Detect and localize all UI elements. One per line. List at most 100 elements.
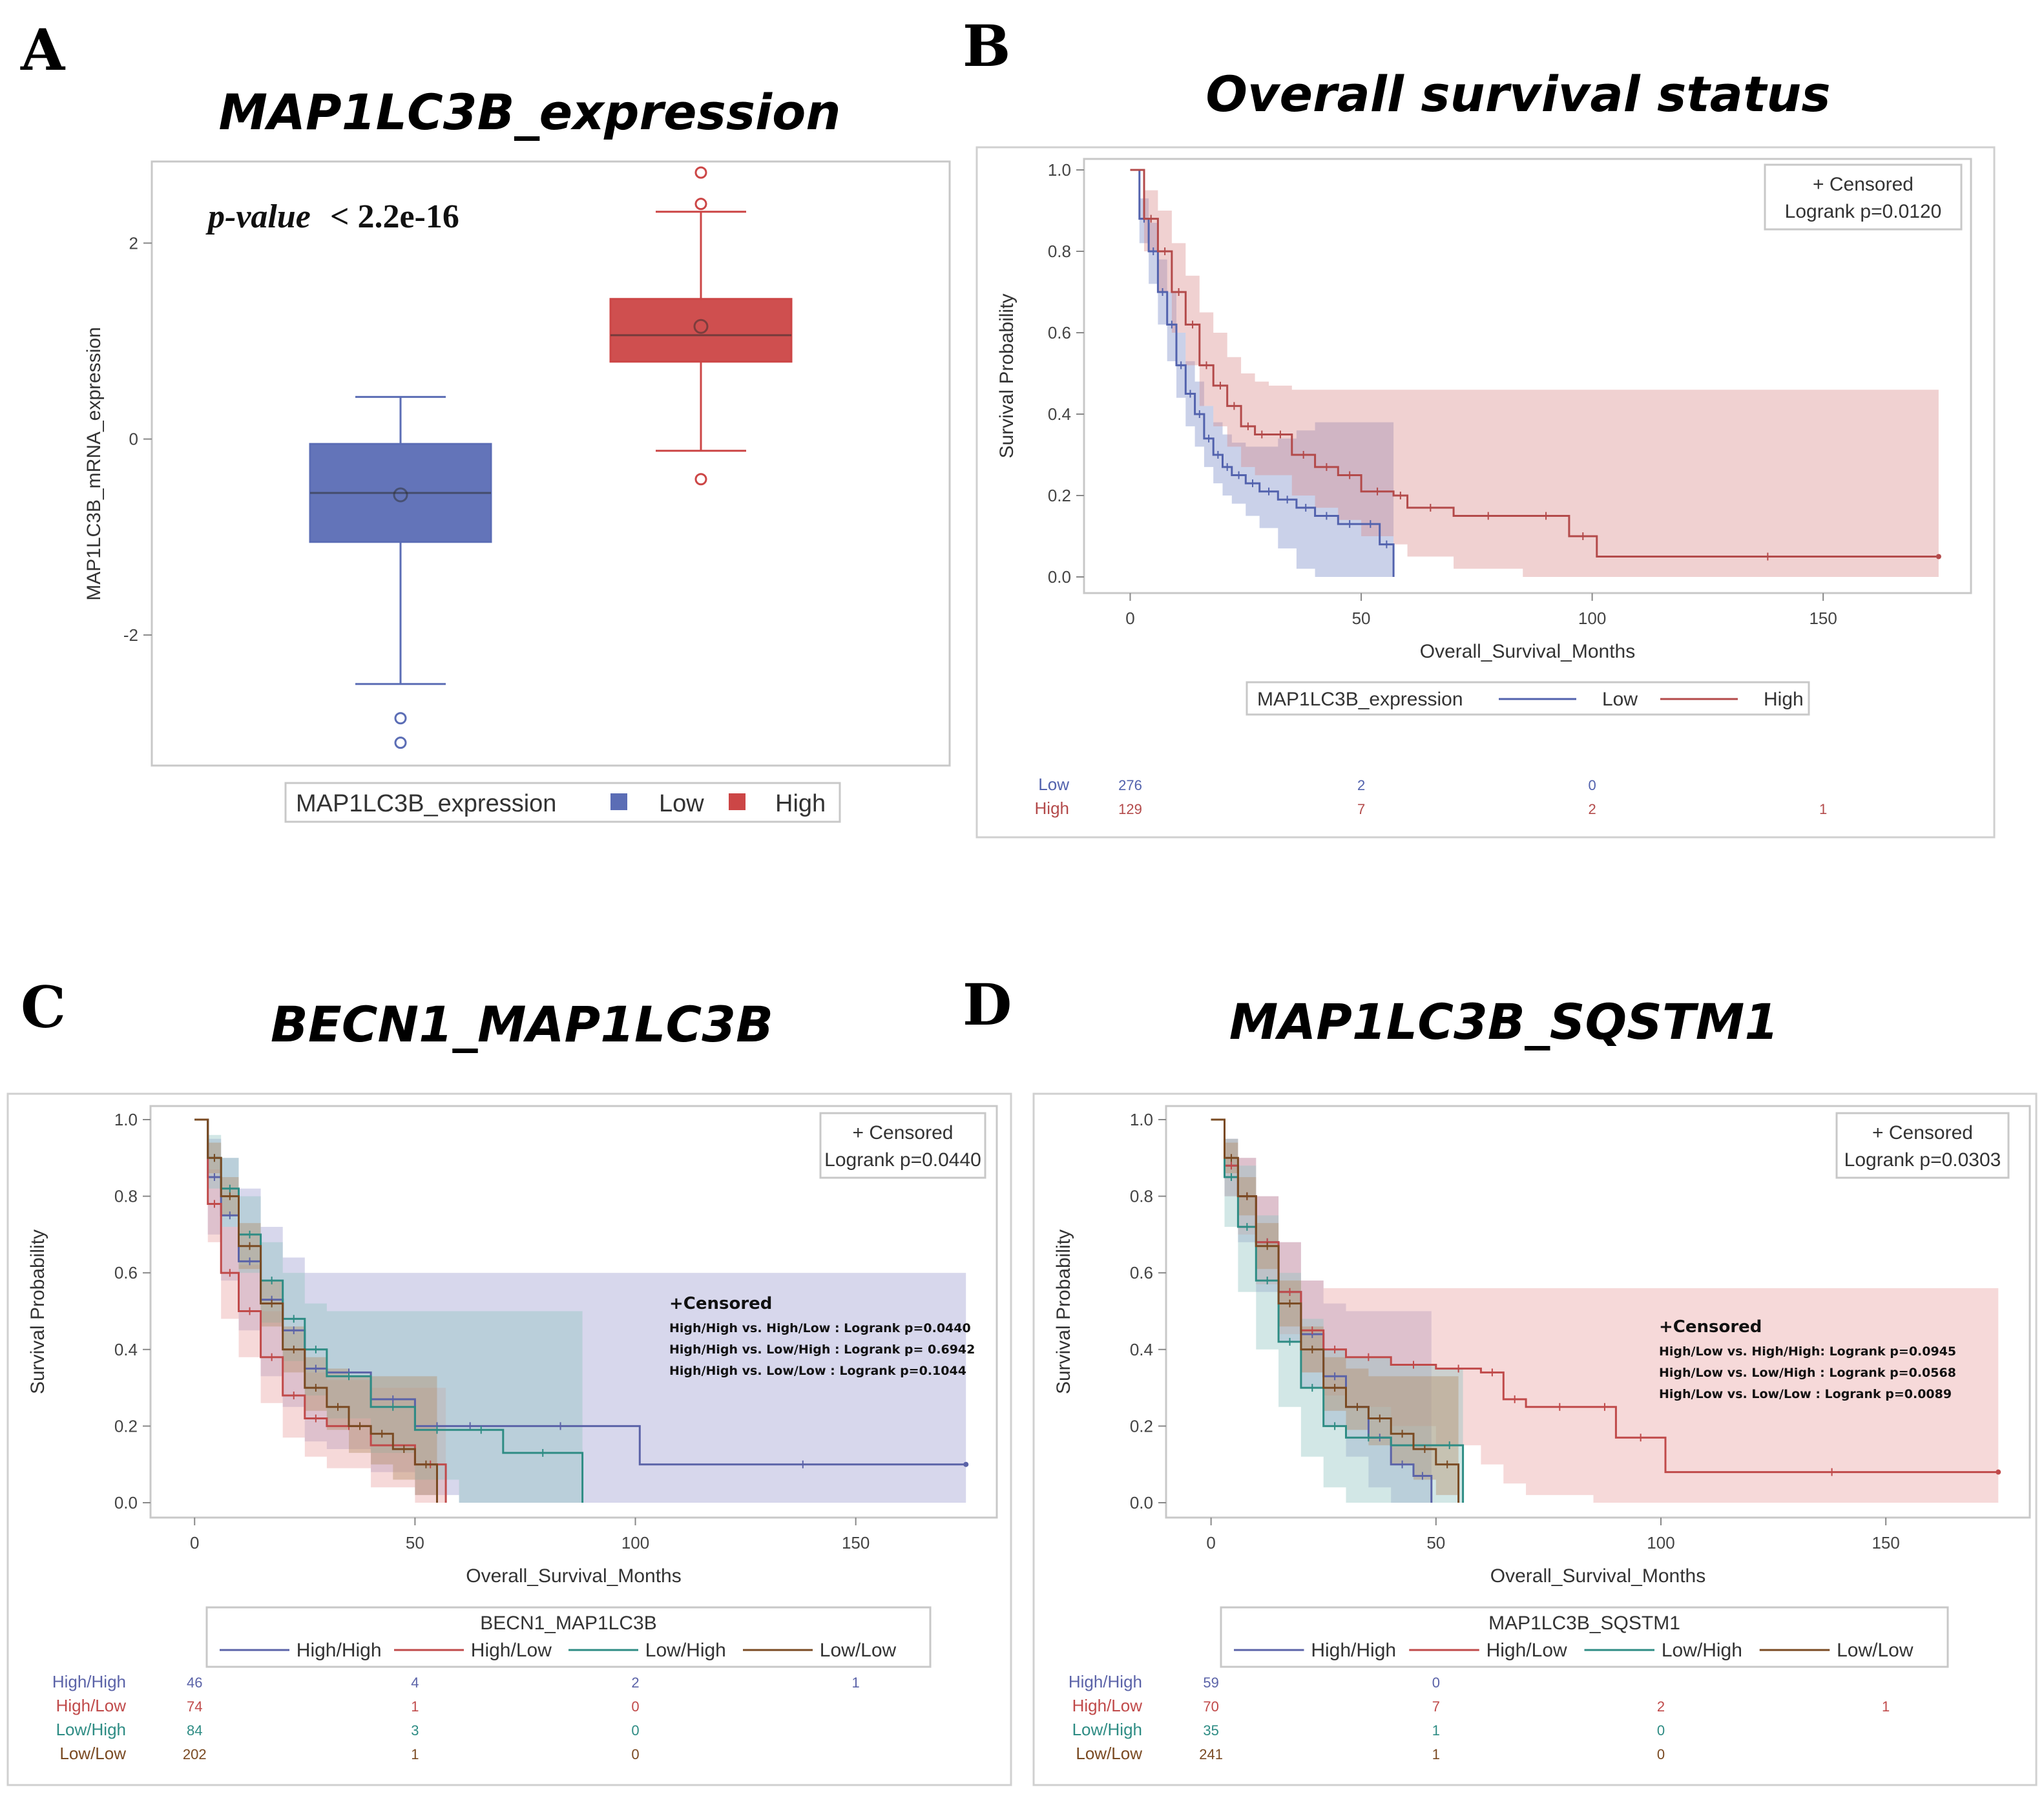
panel-c-risk-count: 4	[411, 1675, 419, 1691]
panel-d-inset-frame	[1835, 1112, 2010, 1179]
panel-d-survival-plot: 0.00.20.40.60.81.00 50 100 150Overall_Survi…	[1032, 1092, 2038, 1786]
panel-c-y-tick-label: 0.8	[114, 1187, 138, 1206]
panel-b-x-axis-label: Overall_Survival_Months	[1420, 641, 1635, 662]
panel-a-mean-low	[393, 487, 408, 503]
panel-a-boxplot: MAP1LC3B_mRNA_expression 2 0 -2 p-value < 2…	[83, 160, 951, 823]
panel-c-y-tick-label: 0.0	[114, 1493, 138, 1512]
panel-c-annotation-line: High/High vs. Low/Low : Logrank p=0.1044	[669, 1364, 966, 1378]
panel-c-legend-title: BECN1_MAP1LC3B	[480, 1613, 656, 1634]
panel-c-title: BECN1_MAP1LC3B	[271, 996, 773, 1053]
panel-a-legend-frame	[284, 782, 841, 823]
panel-b-risk-count: 1	[1819, 801, 1827, 817]
panel-b-risk-count: 0	[1588, 777, 1596, 793]
panel-a-box-high	[609, 298, 793, 363]
panel-c-x-axis-label: Overall_Survival_Months	[466, 1565, 681, 1587]
panel-d-risk-row-label: High/Low	[1072, 1696, 1143, 1715]
panel-c-survival-plot: 0.00.20.40.60.81.00 50 100 150Overall_Survi…	[6, 1092, 1012, 1786]
panel-c-legend-frame	[205, 1606, 932, 1668]
panel-b-risk-count: 129	[1118, 801, 1142, 817]
panel-c-x-tick-label: 100	[621, 1533, 649, 1552]
panel-d-risk-count: 1	[1882, 1698, 1890, 1715]
panel-letter-b: B	[963, 12, 1010, 79]
panel-d-ci-band-3	[1211, 1120, 1459, 1503]
panel-d-inset-logrank: Logrank p=0.0303	[1844, 1149, 2001, 1171]
panel-d-y-tick-label: 0.6	[1130, 1263, 1153, 1282]
panel-c-risk-count: 2	[631, 1675, 639, 1691]
panel-d-annotation-line: High/Low vs. Low/High : Logrank p=0.0568	[1659, 1366, 1956, 1380]
panel-c-x-tick-label: 0	[190, 1533, 199, 1552]
panel-c-risk-row-label: High/High	[52, 1672, 126, 1691]
panel-letter-c: C	[21, 974, 66, 1041]
panel-c-x-tick-label: 150	[842, 1533, 870, 1552]
panel-c-annotation-line: High/High vs. High/Low : Logrank p=0.044…	[669, 1321, 971, 1335]
panel-b-risk-count: 276	[1118, 777, 1142, 793]
panel-a-legend-label-low: Low	[659, 790, 704, 817]
panel-b-y-tick-label: 0.8	[1048, 242, 1071, 261]
panel-c-legend-label-1: High/Low	[471, 1640, 552, 1661]
panel-b-x-tick-label: 100	[1578, 609, 1606, 628]
panel-d-legend-label-0: High/High	[1311, 1640, 1396, 1661]
panel-a-y-tick-label: 2	[129, 233, 138, 253]
panel-d-x-tick-label: 0	[1206, 1533, 1215, 1552]
panel-b-y-axis-label: Survival Probability	[996, 293, 1017, 458]
panel-b-risk-count: 7	[1357, 801, 1365, 817]
panel-d-y-tick-label: 0.0	[1130, 1493, 1153, 1512]
panel-d-risk-count: 1	[1432, 1722, 1440, 1739]
panel-d-ci-band-0	[1211, 1120, 1432, 1503]
panel-b-y-tick-label: 0.2	[1048, 486, 1071, 505]
panel-c-inset-frame	[819, 1112, 986, 1179]
panel-c-x-tick-label: 50	[406, 1533, 424, 1552]
panel-b-legend-title: MAP1LC3B_expression	[1257, 689, 1463, 710]
panel-d-annotation-title: +Censored	[1659, 1317, 1762, 1337]
panel-d-risk-count: 7	[1432, 1698, 1440, 1715]
panel-a-outlier-low	[394, 736, 407, 749]
panel-c-risk-count: 1	[852, 1675, 860, 1691]
panel-b-outer-frame	[975, 146, 1996, 839]
panel-c-y-tick-label: 1.0	[114, 1110, 138, 1129]
panel-a-legend-label-high: High	[775, 790, 826, 817]
panel-c-annotation-line: High/High vs. Low/High : Logrank p= 0.69…	[669, 1342, 975, 1357]
panel-c-risk-count: 46	[187, 1675, 202, 1691]
panel-d-risk-count: 1	[1432, 1746, 1440, 1762]
panel-d-censor-end-1	[1996, 1469, 2001, 1475]
panel-d-y-tick-label: 0.4	[1130, 1340, 1153, 1359]
panel-d-title: MAP1LC3B_SQSTM1	[1229, 993, 1778, 1050]
panel-d-x-axis-label: Overall_Survival_Months	[1490, 1565, 1705, 1587]
panel-c-risk-count: 0	[631, 1746, 639, 1762]
panel-a-pvalue-note: p-value < 2.2e-16	[205, 198, 459, 235]
panel-d-legend-label-3: Low/Low	[1837, 1640, 1914, 1661]
panel-c-censor-end-0	[963, 1461, 969, 1467]
panel-a-y-tick-label: 0	[129, 430, 138, 449]
panel-a-y-ticks: 2 0 -2	[123, 233, 152, 645]
panel-d-risk-row-label: Low/High	[1072, 1720, 1142, 1739]
panel-b-censor-end-1	[1935, 554, 1941, 559]
panel-c-y-tick-label: 0.2	[114, 1416, 138, 1436]
panel-d-y-tick-label: 0.8	[1130, 1187, 1153, 1206]
panel-d-survival-line-3	[1211, 1118, 1460, 1503]
panel-a-title: MAP1LC3B_expression	[219, 83, 841, 141]
panel-c-risk-count: 1	[411, 1746, 419, 1762]
panel-b-y-tick-label: 1.0	[1048, 160, 1071, 180]
panel-a-outlier-high	[694, 473, 707, 486]
panel-d-inset-censored: + Censored	[1872, 1122, 1973, 1144]
panel-b-risk-count: 2	[1357, 777, 1365, 793]
panel-letter-a: A	[20, 16, 66, 83]
panel-d-risk-count: 0	[1657, 1746, 1665, 1762]
panel-c-risk-count: 1	[411, 1698, 419, 1715]
panel-c-inset-logrank: Logrank p=0.0440	[824, 1149, 981, 1171]
panel-d-risk-count: 70	[1203, 1698, 1218, 1715]
panel-c-legend-label-2: Low/High	[645, 1640, 726, 1661]
panel-d-risk-count: 0	[1657, 1722, 1665, 1739]
panel-c-annotation-title: +Censored	[669, 1294, 772, 1313]
panel-d-y-tick-label: 0.2	[1130, 1416, 1153, 1436]
panel-c-risk-count: 0	[631, 1722, 639, 1739]
panel-c-ci-band-2	[194, 1120, 583, 1503]
panel-d-legend-label-1: High/Low	[1486, 1640, 1567, 1661]
panel-a-legend-swatch-high	[729, 793, 746, 810]
panel-a-pvalue-value: < 2.2e-16	[330, 198, 459, 235]
panel-b-y-tick-label: 0.4	[1048, 404, 1071, 424]
panel-d-legend-title: MAP1LC3B_SQSTM1	[1488, 1613, 1680, 1634]
panel-b-y-tick-label: 0.6	[1048, 323, 1071, 342]
panel-c-y-tick-label: 0.6	[114, 1263, 138, 1282]
panel-b-x-tick-label: 150	[1809, 609, 1837, 628]
